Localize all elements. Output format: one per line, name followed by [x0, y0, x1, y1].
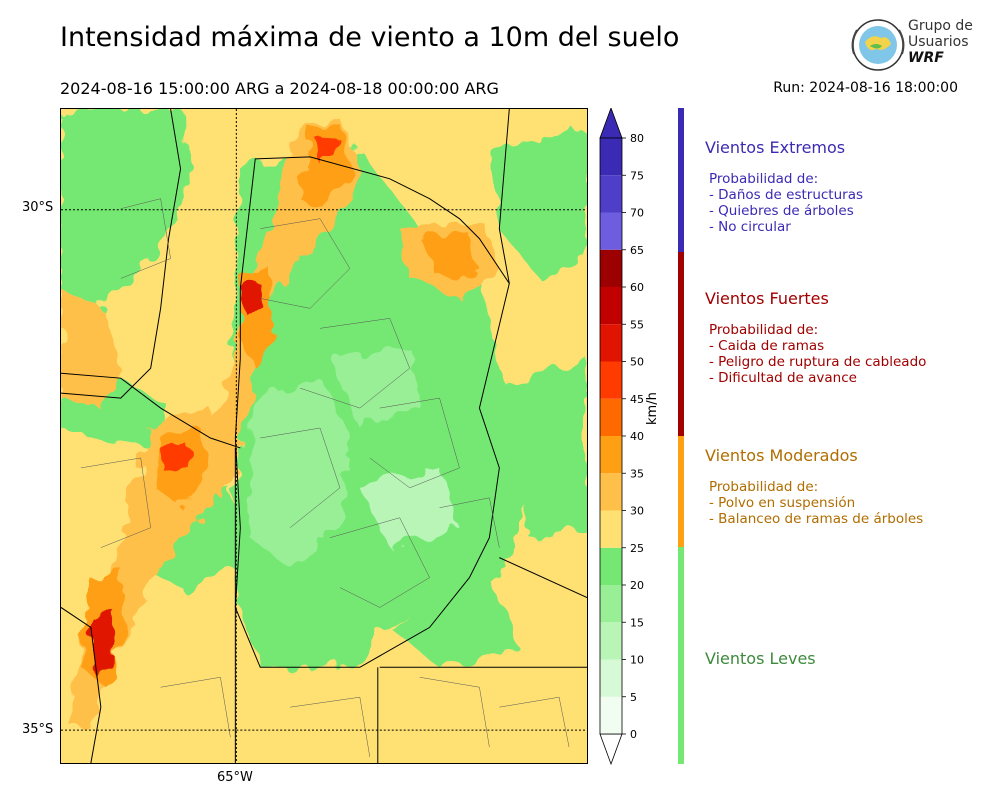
colorbar-segment [600, 510, 622, 548]
category-moderate-line-1: Probabilidad de: [709, 479, 819, 495]
colorbar-segment [600, 622, 622, 660]
wind-field [61, 109, 587, 763]
category-light-title: Vientos Leves [705, 649, 816, 668]
colorbar-ticks: 0 5 10 15 20 25 30 35 40 45 50 55 60 65 70 75 80 [622, 132, 644, 741]
colorbar-segment [600, 138, 622, 176]
grupo-usuarios-wrf-logo [851, 19, 905, 71]
colorbar-units-label: km/h [645, 392, 660, 425]
colorbar-tick-label: 35 [630, 467, 644, 480]
category-extreme-line-4: - No circular [709, 219, 791, 235]
colorbar-segment [600, 287, 622, 325]
colorbar-tick-label: 45 [630, 393, 644, 406]
lat-label-30: 30°S [22, 200, 54, 215]
colorbar-tick-label: 70 [630, 207, 644, 220]
department-borders [80, 198, 570, 758]
colorbar-tick-label: 25 [630, 542, 644, 555]
logo-line-2: Usuarios [908, 34, 969, 50]
legend-bar-strong [678, 252, 684, 436]
colorbar-segment [600, 212, 622, 250]
lat-label-35: 35°S [22, 722, 54, 737]
colorbar-tick-label: 0 [630, 728, 637, 741]
colorbar-segment [600, 398, 622, 436]
lon-label-65: 65°W [217, 770, 253, 785]
wind-map[interactable] [60, 108, 588, 764]
category-strong-line-1: Probabilidad de: [709, 322, 819, 338]
colorbar-segment [600, 473, 622, 511]
run-time: Run: 2024-08-16 18:00:00 [773, 80, 958, 96]
category-strong: Vientos Fuertes Probabilidad de: - Caida… [705, 289, 985, 386]
category-extreme-line-1: Probabilidad de: [709, 171, 819, 187]
legend-bar-light [678, 547, 684, 764]
category-strong-line-4: - Dificultad de avance [709, 370, 857, 386]
colorbar-segment [600, 659, 622, 697]
colorbar-segment [600, 361, 622, 399]
colorbar-segment [600, 324, 622, 362]
legend-bar-extreme [678, 108, 684, 252]
colorbar-tick-label: 5 [630, 691, 637, 704]
colorbar-segment [600, 585, 622, 623]
colorbar-tick-label: 55 [630, 318, 644, 331]
category-strong-title: Vientos Fuertes [705, 289, 829, 308]
category-moderate-line-3: - Balanceo de ramas de árboles [709, 511, 924, 527]
map-title: Intensidad máxima de viento a 10m del su… [60, 22, 680, 53]
colorbar-tick-label: 30 [630, 505, 644, 518]
colorbar: 0 5 10 15 20 25 30 35 40 45 50 55 60 65 70 75 80 [599, 108, 644, 766]
colorbar-tick-label: 15 [630, 616, 644, 629]
category-moderate-title: Vientos Moderados [705, 446, 858, 465]
colorbar-over-triangle [599, 108, 623, 139]
colorbar-tick-label: 50 [630, 356, 644, 369]
category-extreme-title: Vientos Extremos [705, 138, 846, 157]
category-legend-bar [678, 108, 684, 764]
colorbar-segment [600, 547, 622, 585]
valid-period: 2024-08-16 15:00:00 ARG a 2024-08-18 00:… [60, 79, 499, 98]
category-extreme: Vientos Extremos Probabilidad de: - Daño… [705, 138, 985, 235]
category-extreme-line-2: - Daños de estructuras [709, 187, 864, 203]
legend-bar-moderate [678, 436, 684, 547]
category-moderate: Vientos Moderados Probabilidad de: - Pol… [705, 446, 985, 527]
logo-text: Grupo de Usuarios WRF [908, 18, 973, 66]
province-borders [61, 109, 587, 763]
logo-line-3: WRF [908, 50, 944, 66]
category-light: Vientos Leves [705, 649, 985, 668]
colorbar-segment [600, 249, 622, 287]
colorbar-under-triangle [599, 733, 623, 766]
colorbar-tick-label: 75 [630, 169, 644, 182]
colorbar-tick-label: 65 [630, 244, 644, 257]
logo-line-1: Grupo de [908, 18, 973, 34]
colorbar-tick-label: 60 [630, 281, 644, 294]
colorbar-tick-label: 10 [630, 654, 644, 667]
colorbar-tick-label: 40 [630, 430, 644, 443]
category-strong-line-3: - Peligro de ruptura de cableado [709, 354, 927, 370]
colorbar-segment [600, 175, 622, 213]
category-strong-line-2: - Caida de ramas [709, 338, 825, 354]
colorbar-tick-label: 20 [630, 579, 644, 592]
category-moderate-line-2: - Polvo en suspensión [709, 495, 856, 511]
category-extreme-line-3: - Quiebres de árboles [709, 203, 854, 219]
colorbar-tick-label: 80 [630, 132, 644, 145]
colorbar-segment [600, 436, 622, 474]
colorbar-segments [599, 108, 623, 766]
colorbar-segment [600, 696, 622, 734]
